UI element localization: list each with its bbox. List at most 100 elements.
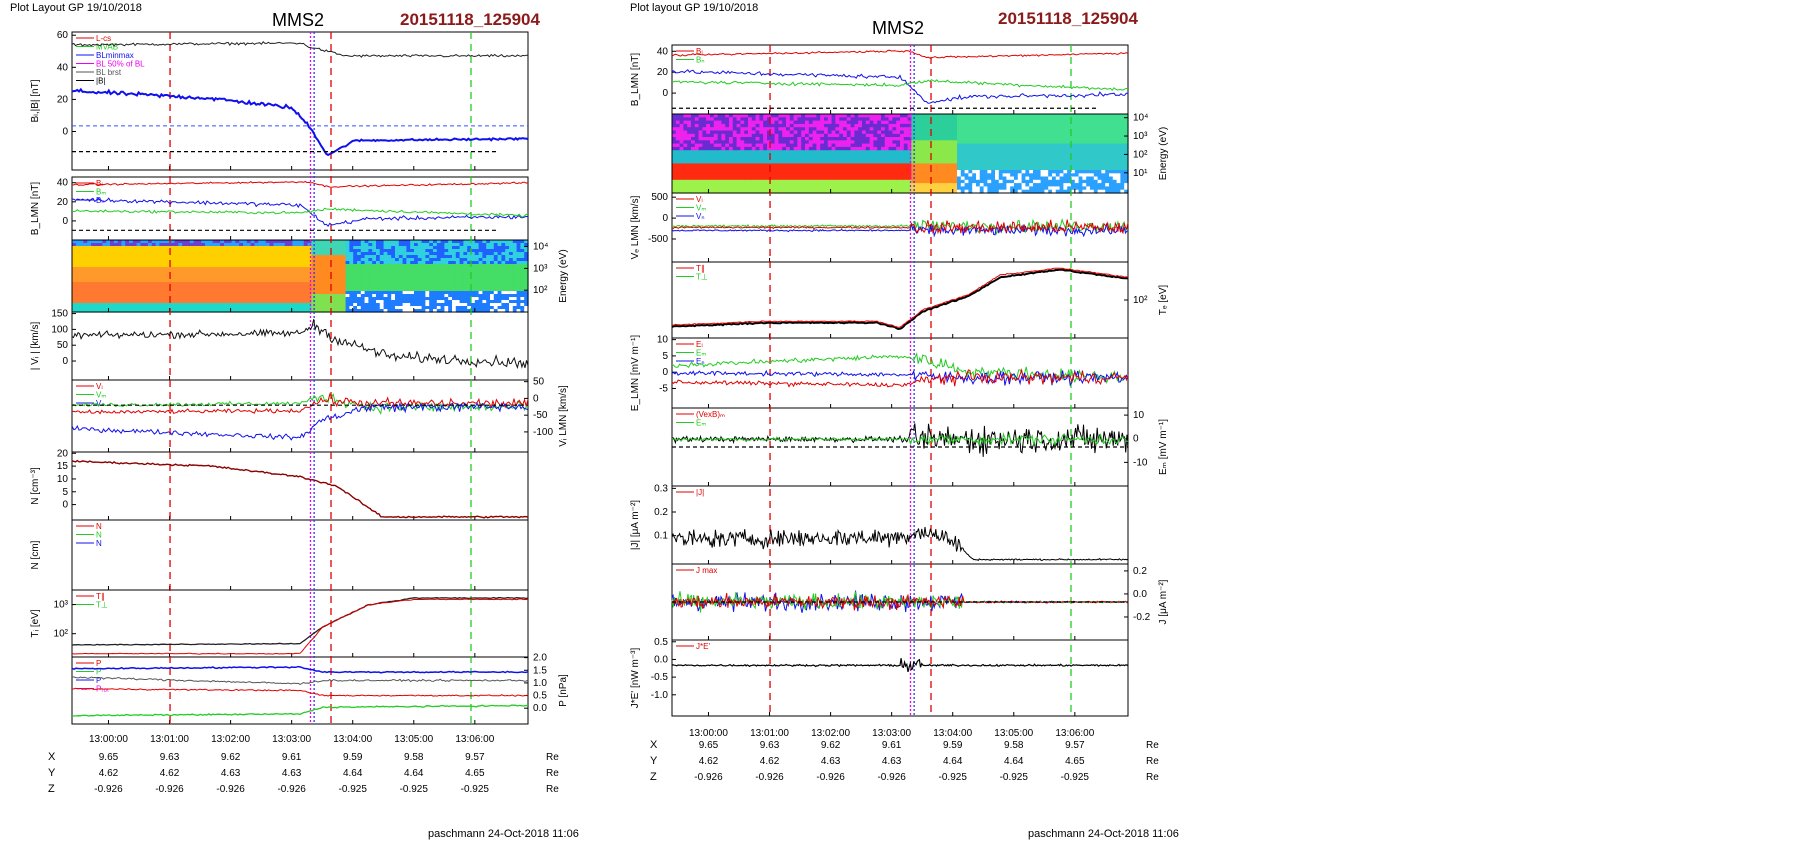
electron-spectrogram-cell bbox=[892, 130, 897, 135]
electron-spectrogram-cell bbox=[824, 189, 829, 194]
electron-spectrogram-cell bbox=[831, 189, 836, 194]
ion-spectrogram-cell bbox=[227, 300, 233, 304]
ion-spectrogram-cell bbox=[277, 297, 282, 301]
ion-spectrogram-cell bbox=[303, 270, 309, 274]
electron-spectrogram-cell bbox=[751, 186, 757, 191]
electron-spectrogram-cell bbox=[706, 163, 711, 168]
ion-spectrogram-cell bbox=[106, 288, 111, 292]
electron-spectrogram-cell bbox=[907, 153, 912, 158]
electron-spectrogram-cell bbox=[721, 176, 726, 181]
ion-spectrogram-cell bbox=[376, 267, 381, 271]
electron-spectrogram-cell bbox=[805, 173, 810, 178]
electron-spectrogram-cell bbox=[877, 123, 882, 128]
ion-spectrogram-cell bbox=[395, 306, 400, 310]
electron-spectrogram-cell bbox=[774, 127, 779, 132]
electron-spectrogram-cell bbox=[774, 163, 779, 168]
ion-spectrogram-cell bbox=[429, 255, 434, 259]
ion-spectrogram-cell bbox=[478, 261, 483, 265]
ion-spectrogram-cell bbox=[315, 294, 320, 298]
electron-spectrogram-cell bbox=[919, 120, 924, 125]
ion-spectrogram-cell bbox=[459, 240, 464, 244]
ion-spectrogram-cell bbox=[193, 279, 198, 283]
electron-spectrogram-cell bbox=[949, 137, 954, 141]
ion-spectrogram-cell bbox=[448, 252, 453, 256]
ion-spectrogram-cell bbox=[224, 306, 229, 310]
ion-spectrogram-cell bbox=[243, 279, 248, 283]
electron-spectrogram-cell bbox=[869, 143, 874, 148]
ion-spectrogram-cell bbox=[360, 291, 366, 295]
ion-spectrogram-cell bbox=[189, 285, 195, 289]
electron-spectrogram-cell bbox=[763, 170, 768, 174]
electron-spectrogram-cell bbox=[843, 166, 848, 171]
electron-spectrogram-cell bbox=[900, 179, 905, 184]
ion-spectrogram-cell bbox=[106, 270, 111, 274]
electron-spectrogram-cell bbox=[926, 183, 931, 187]
electron-spectrogram-cell bbox=[835, 137, 840, 141]
electron-spectrogram-cell bbox=[892, 117, 897, 122]
ion-spectrogram-cell bbox=[315, 309, 320, 313]
ion-spectrogram-cell bbox=[288, 288, 293, 292]
ion-spectrogram-cell bbox=[448, 291, 453, 295]
electron-spectrogram-cell bbox=[869, 127, 874, 132]
electron-spectrogram-cell bbox=[846, 176, 852, 181]
electron-spectrogram-cell bbox=[884, 127, 890, 132]
electron-spectrogram-cell bbox=[732, 170, 738, 174]
electron-spectrogram-cell bbox=[698, 127, 703, 132]
ion-spectrogram-cell bbox=[72, 246, 77, 250]
ion-spectrogram-cell bbox=[474, 279, 480, 283]
ion-spectrogram-cell bbox=[220, 249, 225, 253]
electron-spectrogram-cell bbox=[740, 170, 745, 174]
ion-spectrogram-cell bbox=[235, 309, 240, 313]
electron-spectrogram-cell bbox=[998, 156, 1004, 161]
electron-spectrogram-cell bbox=[816, 143, 821, 148]
electron-spectrogram-cell bbox=[736, 163, 741, 168]
electron-spectrogram-cell bbox=[915, 127, 920, 132]
ion-spectrogram-cell bbox=[277, 249, 282, 253]
ion-spectrogram-cell bbox=[94, 258, 100, 262]
ion-spectrogram-cell bbox=[269, 252, 274, 256]
ion-spectrogram-cell bbox=[433, 270, 438, 274]
electron-spectrogram-cell bbox=[774, 133, 779, 138]
electron-spectrogram-cell bbox=[782, 130, 787, 135]
ion-spectrogram-cell bbox=[368, 252, 373, 256]
ion-spectrogram-cell bbox=[372, 273, 377, 277]
ion-spectrogram-cell bbox=[212, 267, 217, 271]
electron-spectrogram-cell bbox=[987, 186, 992, 191]
ion-spectrogram-cell bbox=[326, 255, 331, 259]
ion-spectrogram-cell bbox=[444, 243, 449, 247]
ion-spectrogram-cell bbox=[364, 279, 369, 283]
ion-spectrogram-cell bbox=[463, 273, 468, 277]
electron-spectrogram-cell bbox=[858, 150, 863, 155]
ion-spectrogram-cell bbox=[189, 267, 195, 271]
ion-spectrogram-cell bbox=[102, 264, 107, 268]
ion-spectrogram-cell bbox=[87, 249, 92, 253]
electron-spectrogram-cell bbox=[827, 117, 833, 122]
ion-spectrogram-cell bbox=[132, 258, 138, 262]
ion-spectrogram-cell bbox=[421, 273, 426, 277]
electron-spectrogram-cell bbox=[979, 137, 985, 141]
electron-spectrogram-cell bbox=[862, 170, 867, 174]
electron-spectrogram-cell bbox=[683, 176, 688, 181]
electron-spectrogram-cell bbox=[759, 143, 764, 148]
ion-spectrogram-cell bbox=[414, 291, 419, 295]
ion-spectrogram-cell bbox=[482, 303, 487, 307]
ion-spectrogram-cell bbox=[178, 252, 183, 256]
electron-spectrogram-cell bbox=[748, 186, 753, 191]
ion-spectrogram-cell bbox=[482, 261, 487, 265]
ion-spectrogram-cell bbox=[353, 303, 358, 307]
electron-spectrogram-cell bbox=[774, 140, 779, 145]
ion-spectrogram-cell bbox=[497, 273, 502, 277]
ion-spectrogram-cell bbox=[205, 309, 210, 313]
ion-spectrogram-cell bbox=[87, 306, 92, 310]
ion-spectrogram-cell bbox=[159, 267, 164, 271]
ion-spectrogram-cell bbox=[490, 291, 495, 295]
electron-spectrogram-cell bbox=[930, 153, 935, 158]
ion-spectrogram-cell bbox=[425, 309, 430, 313]
electron-spectrogram-cell bbox=[938, 130, 943, 135]
ion-spectrogram-cell bbox=[197, 258, 202, 262]
ion-spectrogram-cell bbox=[197, 255, 202, 259]
electron-spectrogram-cell bbox=[949, 120, 954, 125]
ion-spectrogram-cell bbox=[372, 300, 377, 304]
ion-spectrogram-cell bbox=[106, 303, 111, 307]
ion-spectrogram-cell bbox=[509, 243, 514, 247]
